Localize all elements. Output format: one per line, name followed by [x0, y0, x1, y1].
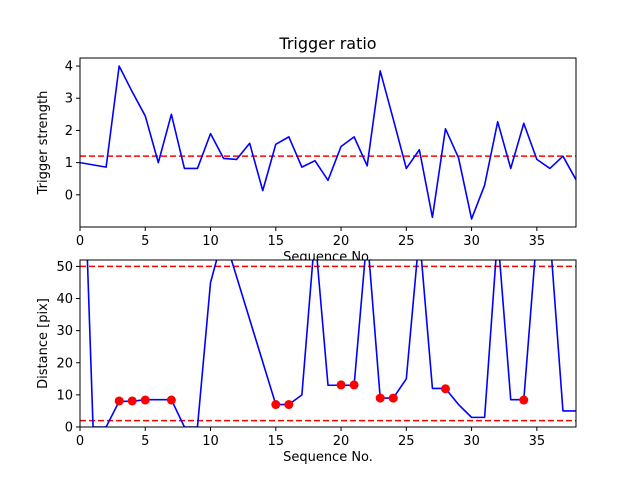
plot-frame	[79, 259, 577, 428]
plot-area	[80, 260, 576, 427]
y-axis-label: Distance [pix]	[36, 298, 51, 389]
data-point-marker	[440, 384, 450, 394]
y-tick-label: 50	[56, 260, 73, 275]
data-point-marker	[284, 400, 294, 410]
x-tick-label: 35	[529, 434, 546, 449]
x-tick-label: 35	[529, 234, 546, 249]
y-tick-label: 4	[65, 60, 73, 75]
x-tick-label: 25	[398, 234, 415, 249]
x-axis-label: Sequence No.	[283, 450, 373, 465]
data-point-marker	[519, 395, 529, 405]
x-tick-label: 10	[202, 234, 219, 249]
x-tick-label: 20	[333, 234, 350, 249]
y-tick-label: 20	[56, 356, 73, 371]
series-line-0	[80, 65, 576, 220]
x-tick-label: 5	[141, 434, 149, 449]
data-point-marker	[127, 396, 137, 406]
x-tick-label: 20	[333, 434, 350, 449]
data-point-marker	[388, 393, 398, 403]
y-tick-label: 1	[65, 156, 73, 171]
series-line-0	[86, 260, 576, 427]
data-point-marker	[271, 400, 281, 410]
chart-title: Trigger ratio	[278, 34, 376, 53]
data-point-marker	[114, 396, 124, 406]
x-tick-label: 30	[463, 234, 480, 249]
y-tick-label: 40	[56, 292, 73, 307]
data-point-marker	[375, 393, 385, 403]
y-tick-label: 3	[65, 92, 73, 107]
data-point-marker	[336, 380, 346, 390]
chart-panel-distance: 0 5 10 15 20 25 30 35 0 10 20 30 40 50 Sequence No. Dis…	[36, 259, 577, 465]
x-tick-label: 0	[76, 234, 84, 249]
data-point-marker	[166, 395, 176, 405]
plot-frame	[79, 57, 577, 228]
x-tick-label: 0	[76, 434, 84, 449]
x-tick-label: 15	[268, 434, 285, 449]
plot-background	[80, 58, 576, 227]
x-tick-label: 30	[463, 434, 480, 449]
y-axis-label: Trigger strength	[36, 91, 51, 196]
data-point-marker	[349, 380, 359, 390]
data-point-marker	[140, 395, 150, 405]
plot-area	[80, 65, 576, 220]
y-tick-label: 30	[56, 324, 73, 339]
x-tick-label: 25	[398, 434, 415, 449]
y-tick-label: 2	[65, 124, 73, 139]
y-tick-label: 10	[56, 388, 73, 403]
x-tick-label: 15	[268, 234, 285, 249]
x-tick-label: 5	[141, 234, 149, 249]
x-tick-label: 10	[202, 434, 219, 449]
y-tick-label: 0	[65, 421, 73, 436]
y-tick-label: 0	[65, 188, 73, 203]
